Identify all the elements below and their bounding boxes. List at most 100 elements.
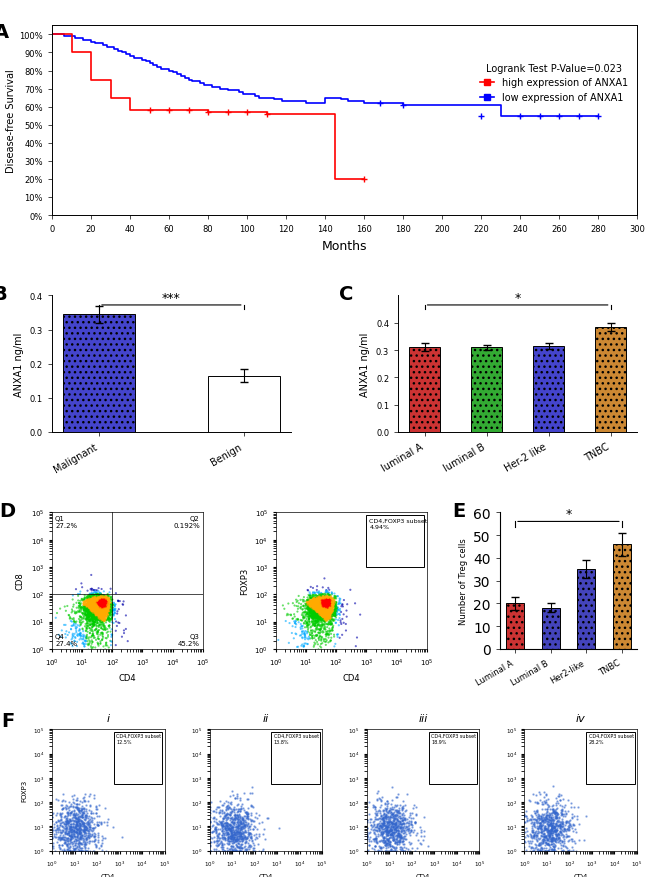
Point: [70, 616, 81, 630]
Point: [303, 609, 313, 623]
Point: [99, 591, 109, 605]
Point: [72, 824, 82, 838]
Point: [97, 599, 107, 613]
Point: [232, 812, 242, 826]
Point: [318, 603, 328, 617]
Point: [316, 592, 326, 606]
Point: [311, 601, 321, 615]
Point: [313, 602, 323, 617]
Point: [538, 813, 548, 827]
Point: [377, 844, 387, 858]
Point: [326, 602, 337, 616]
Point: [94, 600, 105, 614]
Point: [90, 600, 100, 614]
Point: [524, 836, 534, 850]
Point: [311, 600, 322, 614]
Point: [88, 619, 99, 633]
Point: [321, 607, 332, 621]
Point: [318, 600, 329, 614]
Point: [318, 599, 329, 613]
Point: [537, 844, 547, 858]
Point: [317, 604, 328, 618]
Point: [85, 608, 96, 622]
Point: [397, 820, 408, 834]
Point: [90, 609, 100, 623]
Point: [324, 606, 334, 620]
Point: [393, 814, 404, 828]
Point: [309, 636, 320, 650]
Point: [95, 598, 105, 612]
Point: [302, 600, 313, 614]
Point: [316, 607, 326, 621]
Point: [528, 828, 539, 842]
Point: [375, 844, 385, 858]
Point: [323, 602, 333, 617]
Point: [324, 607, 335, 621]
Point: [101, 606, 111, 620]
Point: [322, 604, 333, 618]
Point: [320, 592, 331, 606]
Point: [547, 812, 558, 826]
Point: [319, 591, 330, 605]
Point: [254, 816, 264, 830]
Point: [373, 830, 384, 844]
Point: [51, 830, 61, 844]
Point: [309, 610, 319, 624]
Point: [88, 603, 99, 617]
Point: [393, 821, 404, 835]
Point: [323, 601, 333, 615]
Point: [97, 616, 107, 630]
Point: [310, 598, 320, 612]
Y-axis label: ANXA1 ng/ml: ANXA1 ng/ml: [14, 332, 24, 396]
Point: [324, 588, 335, 602]
Point: [84, 606, 94, 620]
Point: [316, 611, 326, 625]
Point: [92, 599, 103, 613]
Point: [331, 604, 341, 618]
Point: [222, 811, 233, 825]
Point: [311, 602, 322, 617]
Point: [230, 844, 240, 858]
Point: [317, 602, 328, 616]
Point: [99, 603, 110, 617]
Point: [79, 824, 89, 838]
Point: [319, 596, 330, 610]
Point: [98, 600, 108, 614]
Point: [318, 602, 328, 616]
Point: [299, 637, 309, 651]
Point: [321, 592, 332, 606]
Point: [570, 836, 580, 850]
Point: [104, 593, 114, 607]
Point: [74, 619, 85, 633]
Point: [218, 826, 228, 840]
Point: [71, 808, 81, 822]
Point: [77, 816, 87, 831]
Point: [92, 611, 103, 625]
Point: [315, 592, 325, 606]
Point: [326, 612, 336, 626]
Point: [105, 625, 116, 639]
Point: [537, 823, 547, 837]
Point: [54, 820, 64, 834]
Point: [93, 604, 103, 618]
Point: [91, 598, 101, 612]
Point: [49, 827, 59, 841]
Point: [318, 593, 328, 607]
Point: [68, 810, 78, 824]
Point: [103, 602, 113, 617]
Point: [319, 591, 330, 605]
Point: [325, 598, 335, 612]
Point: [309, 604, 319, 618]
Point: [242, 809, 252, 823]
Point: [99, 614, 110, 628]
Point: [376, 798, 386, 812]
Point: [300, 609, 311, 623]
Point: [77, 819, 88, 833]
Point: [393, 824, 403, 838]
Point: [311, 599, 321, 613]
Point: [303, 603, 313, 617]
Point: [86, 596, 97, 610]
Point: [542, 818, 552, 832]
Point: [370, 836, 381, 850]
Point: [86, 594, 97, 608]
